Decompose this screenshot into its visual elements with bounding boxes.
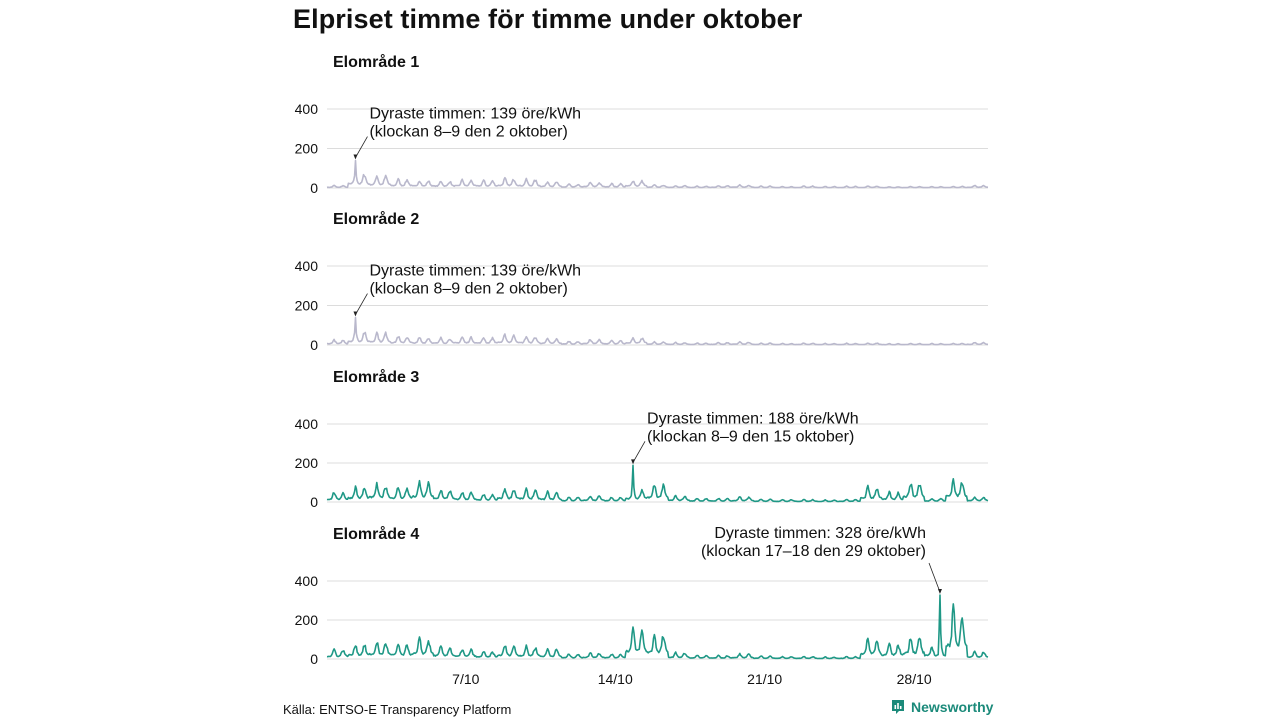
- brand-logo[interactable]: Newsworthy: [890, 699, 993, 715]
- annotation-pointer: [355, 136, 368, 158]
- series-line: [326, 159, 988, 189]
- panel-title: Elområde 4: [333, 525, 419, 543]
- annotation-text: (klockan 8–9 den 15 oktober): [647, 428, 854, 445]
- newsworthy-logo-icon: [892, 700, 904, 714]
- annotation-pointer: [632, 441, 646, 463]
- y-tick-label: 200: [295, 455, 319, 471]
- annotation-text: Dyraste timmen: 139 öre/kWh: [369, 263, 581, 280]
- annotation-text: (klockan 17–18 den 29 oktober): [701, 543, 926, 560]
- annotation-text: (klockan 8–9 den 2 oktober): [369, 124, 567, 141]
- y-tick-label: 0: [310, 180, 318, 196]
- y-tick-label: 0: [310, 494, 318, 510]
- panel-title: Elområde 3: [333, 368, 419, 386]
- y-tick-label: 400: [295, 573, 319, 589]
- annotation-text: Dyraste timmen: 139 öre/kWh: [369, 106, 581, 123]
- series-line: [326, 316, 988, 346]
- annotation-arrowhead: [937, 589, 942, 595]
- y-tick-label: 0: [310, 337, 318, 353]
- y-tick-label: 400: [295, 258, 319, 274]
- x-tick-label: 14/10: [598, 671, 633, 687]
- annotation-text: (klockan 8–9 den 2 oktober): [369, 281, 567, 298]
- y-tick-label: 0: [310, 651, 318, 667]
- y-tick-label: 200: [295, 141, 319, 157]
- annotation-text: Dyraste timmen: 188 öre/kWh: [647, 410, 859, 427]
- annotation-pointer: [928, 562, 941, 593]
- brand-name: Newsworthy: [911, 699, 994, 715]
- panel-3: Elområde 3 0 200 400 Dyraste timmen: 188 öre…: [295, 368, 989, 510]
- panel-title: Elområde 1: [333, 53, 419, 71]
- annotation-text: Dyraste timmen: 328 öre/kWh: [714, 525, 926, 542]
- panel-4: Elområde 4 0 200 400 Dyraste timmen: 328 öre…: [295, 525, 989, 687]
- x-tick-label: 28/10: [897, 671, 932, 687]
- annotation-arrowhead: [353, 154, 358, 160]
- panel-1: Elområde 1 0 200 400 Dyraste timmen: 139 öre…: [295, 53, 988, 196]
- series-line: [326, 464, 989, 503]
- panel-title: Elområde 2: [333, 210, 419, 228]
- annotation-arrowhead: [353, 311, 358, 317]
- y-tick-label: 400: [295, 101, 319, 117]
- chart-title: Elpriset timme för timme under oktober: [293, 4, 803, 34]
- y-tick-label: 400: [295, 416, 319, 432]
- annotation-arrowhead: [631, 459, 636, 465]
- source-note: Källa: ENTSO-E Transparency Platform: [283, 702, 512, 717]
- x-tick-label: 21/10: [747, 671, 782, 687]
- panel-2: Elområde 2 0 200 400 Dyraste timmen: 139 öre…: [295, 210, 988, 353]
- series-line: [326, 594, 989, 660]
- x-tick-label: 7/10: [452, 671, 479, 687]
- annotation-pointer: [355, 293, 368, 315]
- y-tick-label: 200: [295, 612, 319, 628]
- y-tick-label: 200: [295, 298, 319, 314]
